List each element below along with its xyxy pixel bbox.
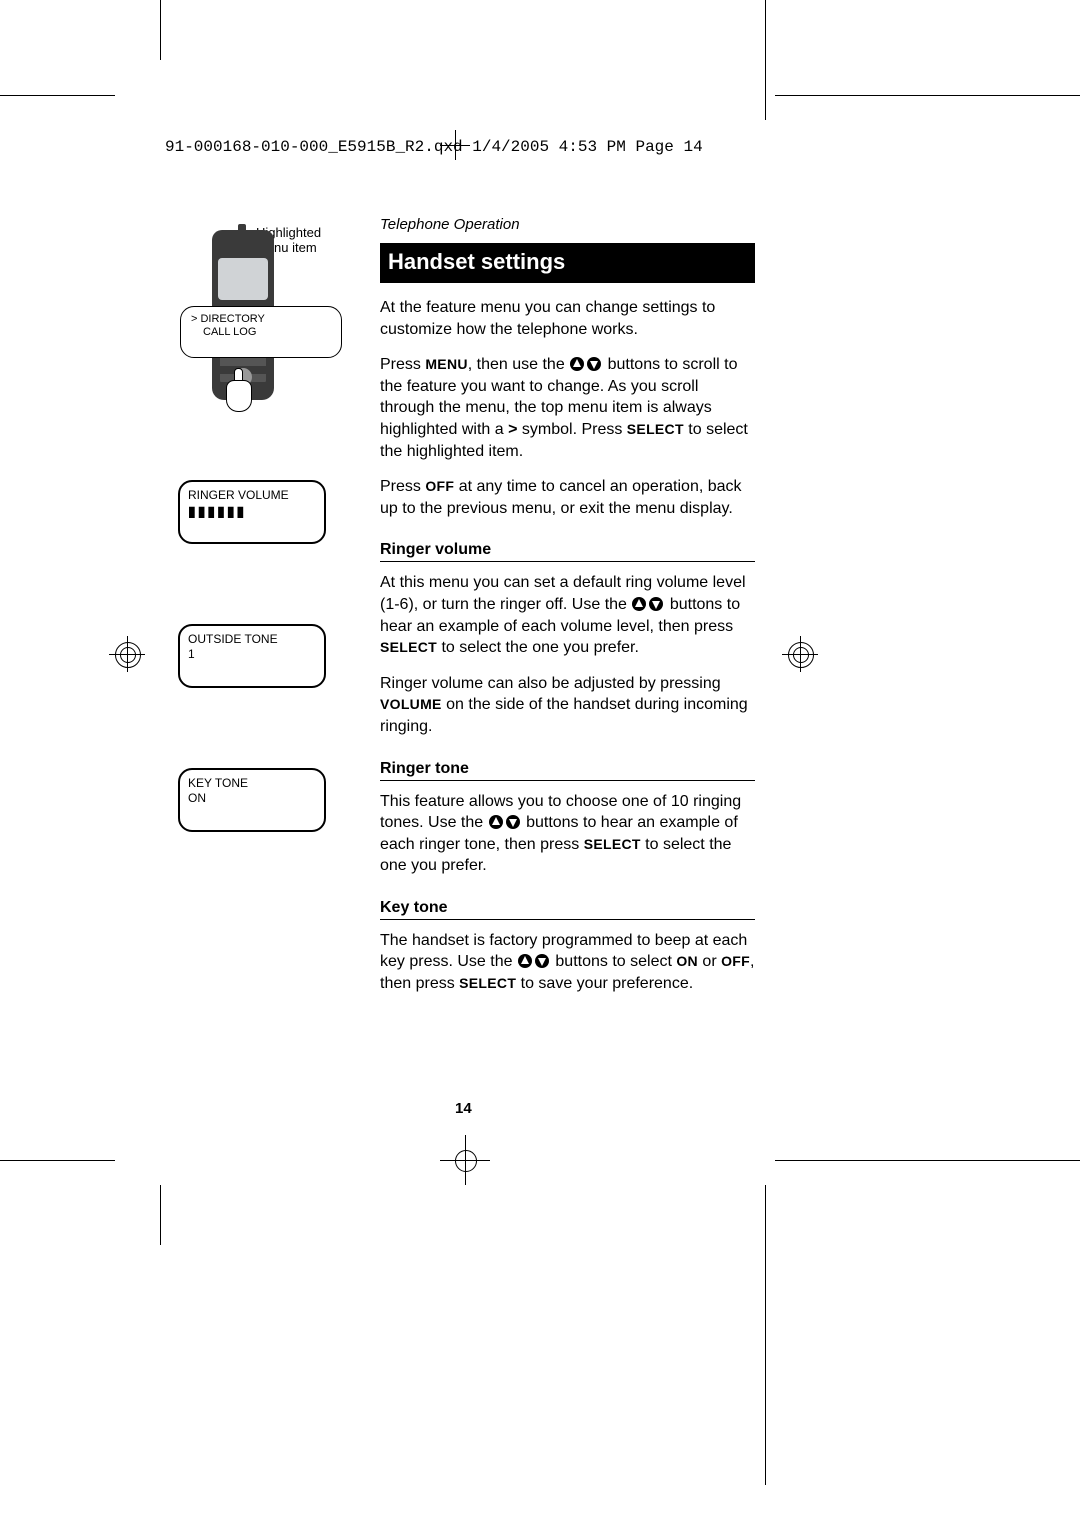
- crop-mark: [0, 95, 115, 96]
- key-tone-p1: The handset is factory programmed to bee…: [380, 930, 755, 995]
- up-down-arrows-icon: [569, 356, 603, 373]
- up-down-arrows-icon: [488, 814, 522, 831]
- lcd-outside-tone: OUTSIDE TONE 1: [178, 624, 326, 688]
- crop-mark: [765, 1185, 766, 1485]
- screen-callout: DIRECTORY CALL LOG: [180, 306, 342, 358]
- menu-key-label: MENU: [425, 356, 467, 372]
- lcd-ringer-volume: RINGER VOLUME ▮▮▮▮▮▮: [178, 480, 326, 544]
- page-title: Handset settings: [380, 243, 755, 283]
- handset-illustration: DIRECTORY CALL LOG: [190, 220, 320, 420]
- ringer-volume-p1: At this menu you can set a default ring …: [380, 572, 755, 658]
- print-header-line: 91-000168-010-000_E5915B_R2.qxd 1/4/2005…: [165, 138, 703, 156]
- crop-mark: [765, 0, 766, 120]
- crosshair-icon: [450, 1145, 480, 1175]
- subhead-ringer-tone: Ringer tone: [380, 760, 755, 781]
- select-key-label: SELECT: [459, 975, 516, 991]
- ringer-volume-p2: Ringer volume can also be adjusted by pr…: [380, 673, 755, 738]
- off-key-label: OFF: [425, 478, 454, 494]
- screen-line-2: CALL LOG: [191, 326, 341, 339]
- crop-mark: [775, 1160, 1080, 1161]
- up-down-arrows-icon: [631, 596, 665, 613]
- crop-mark: [160, 1185, 161, 1245]
- ringer-tone-p1: This feature allows you to choose one of…: [380, 791, 755, 877]
- intro-p1: At the feature menu you can change setti…: [380, 297, 755, 340]
- subhead-key-tone: Key tone: [380, 899, 755, 920]
- lcd3-line2: ON: [188, 791, 316, 806]
- intro-p2: Press MENU, then use the buttons to scro…: [380, 354, 755, 462]
- select-key-label: SELECT: [627, 421, 684, 437]
- up-down-arrows-icon: [517, 953, 551, 970]
- volume-key-label: VOL­UME: [380, 696, 442, 712]
- registration-mark-icon: [782, 636, 818, 672]
- crop-mark: [160, 0, 161, 60]
- lcd1-bars: ▮▮▮▮▮▮: [188, 503, 316, 521]
- lcd-key-tone: KEY TONE ON: [178, 768, 326, 832]
- screen-line-1: DIRECTORY: [191, 313, 341, 326]
- lcd2-line2: 1: [188, 647, 316, 662]
- intro-p3: Press OFF at any time to cancel an opera…: [380, 476, 755, 519]
- main-content: Telephone Operation Handset settings At …: [380, 216, 755, 1009]
- subhead-ringer-volume: Ringer volume: [380, 541, 755, 562]
- sidebar-illustrations: Highlighted menu item DIRECTORY CALL LOG…: [170, 220, 360, 832]
- lcd3-line1: KEY TONE: [188, 776, 316, 791]
- page-number: 14: [455, 1100, 472, 1117]
- section-label: Telephone Operation: [380, 216, 755, 233]
- off-label: OFF: [721, 953, 750, 969]
- hand-icon: [226, 380, 252, 412]
- select-key-label: SELECT: [380, 639, 437, 655]
- crop-mark: [775, 95, 1080, 96]
- lcd1-line1: RINGER VOLUME: [188, 488, 316, 503]
- registration-mark-icon: [109, 636, 145, 672]
- select-key-label: SELECT: [584, 836, 641, 852]
- on-label: ON: [676, 953, 698, 969]
- lcd2-line1: OUTSIDE TONE: [188, 632, 316, 647]
- crop-mark: [0, 1160, 115, 1161]
